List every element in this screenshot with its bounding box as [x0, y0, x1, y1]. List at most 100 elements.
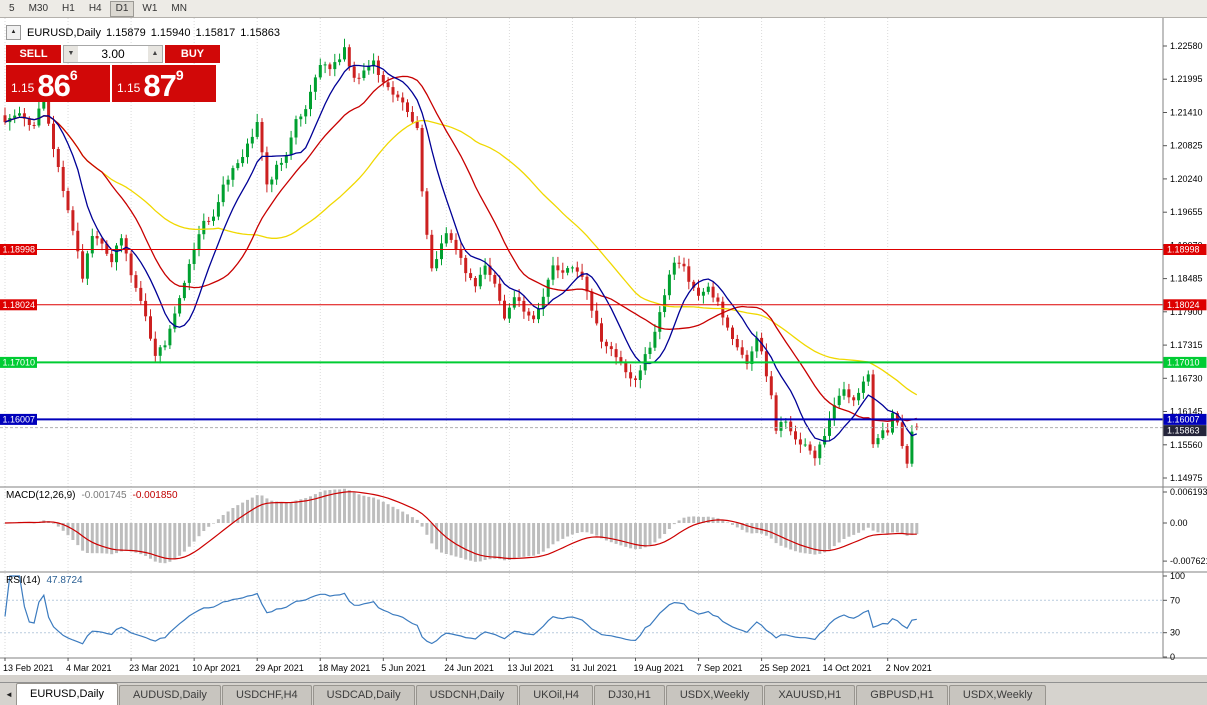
svg-text:1.19655: 1.19655: [1170, 207, 1203, 217]
timeframe-button-mn[interactable]: MN: [171, 2, 187, 14]
timeframe-button-w1[interactable]: W1: [142, 2, 158, 14]
svg-text:29 Apr 2021: 29 Apr 2021: [255, 663, 304, 673]
svg-text:1.16007: 1.16007: [3, 414, 36, 424]
macd-indicator-label: MACD(12,26,9) -0.001745 -0.001850: [6, 490, 178, 501]
rsi-indicator-label: RSI(14) 47.8724: [6, 575, 83, 586]
svg-text:13 Feb 2021: 13 Feb 2021: [3, 663, 54, 673]
svg-text:1.18998: 1.18998: [1167, 245, 1200, 255]
svg-text:24 Jun 2021: 24 Jun 2021: [444, 663, 494, 673]
chart-area: 1.22580 1.21995 1.21410 1.20825 1.20240 1.196…: [0, 18, 1207, 675]
svg-text:0.00: 0.00: [1170, 518, 1188, 528]
svg-text:14 Oct 2021: 14 Oct 2021: [823, 663, 872, 673]
chart-symbol-label: EURUSD,Daily: [27, 26, 101, 39]
macd-signal-value: -0.001850: [132, 490, 178, 501]
chart-tab-audusd-daily[interactable]: AUDUSD,Daily: [118, 685, 221, 705]
hline-price-labels: 1.18998 1.18998 1.18024 1.18024 1.17010 1.170…: [0, 244, 1207, 425]
svg-text:1.21995: 1.21995: [1170, 74, 1203, 84]
chart-header: ▲ EURUSD,Daily 1.15879 1.15940 1.15817 1…: [6, 25, 285, 40]
svg-text:1.17315: 1.17315: [1170, 340, 1203, 350]
horizontal-level-lines[interactable]: [0, 249, 1163, 421]
svg-text:1.18998: 1.18998: [3, 245, 36, 255]
candlesticks: [3, 38, 919, 469]
ohlc-open: 1.15879: [105, 26, 146, 39]
svg-text:2 Nov 2021: 2 Nov 2021: [886, 663, 932, 673]
collapse-chart-button[interactable]: ▲: [6, 25, 21, 40]
buy-price-big: 87: [143, 68, 176, 103]
macd-histogram: [3, 488, 919, 564]
svg-text:4 Mar 2021: 4 Mar 2021: [66, 663, 112, 673]
volume-stepper[interactable]: ▼ 3.00 ▲: [63, 45, 163, 63]
macd-title: MACD(12,26,9): [6, 490, 76, 501]
ohlc-close: 1.15863: [240, 26, 281, 39]
svg-text:70: 70: [1170, 595, 1180, 605]
chart-tab-xauusd-h1[interactable]: XAUUSD,H1: [764, 685, 856, 705]
macd-signal-line: [4, 491, 917, 560]
svg-text:18 May 2021: 18 May 2021: [318, 663, 370, 673]
svg-text:25 Sep 2021: 25 Sep 2021: [760, 663, 811, 673]
chart-tab-usdcad-daily[interactable]: USDCAD,Daily: [312, 685, 415, 705]
timeframe-button-h1[interactable]: H1: [62, 2, 75, 14]
buy-button[interactable]: BUY: [165, 45, 220, 63]
chart-tab-dj30-h1[interactable]: DJ30,H1: [594, 685, 665, 705]
timeframe-button-5[interactable]: 5: [9, 2, 15, 14]
chart-tab-usdx-weekly[interactable]: USDX,Weekly: [665, 685, 764, 705]
svg-text:23 Mar 2021: 23 Mar 2021: [129, 663, 180, 673]
svg-text:7 Sep 2021: 7 Sep 2021: [697, 663, 743, 673]
macd-main-value: -0.001745: [81, 490, 127, 501]
svg-text:19 Aug 2021: 19 Aug 2021: [634, 663, 685, 673]
svg-text:13 Jul 2021: 13 Jul 2021: [507, 663, 554, 673]
sell-button[interactable]: SELL: [6, 45, 61, 63]
chart-tab-usdx-weekly[interactable]: USDX,Weekly: [948, 685, 1047, 705]
svg-text:100: 100: [1170, 571, 1185, 581]
volume-value[interactable]: 3.00: [101, 47, 125, 61]
sell-price-pip: 6: [69, 67, 78, 83]
svg-text:1.17010: 1.17010: [1167, 357, 1200, 367]
volume-decrease-icon[interactable]: ▼: [64, 46, 78, 62]
ohlc-high: 1.15940: [150, 26, 191, 39]
chart-tab-gbpusd-h1[interactable]: GBPUSD,H1: [856, 685, 948, 705]
svg-text:1.17900: 1.17900: [1170, 307, 1203, 317]
svg-text:0.006193: 0.006193: [1170, 487, 1207, 497]
chart-tab-eurusd-daily[interactable]: EURUSD,Daily: [16, 683, 118, 705]
timeframe-button-m30[interactable]: M30: [28, 2, 49, 14]
svg-text:1.15560: 1.15560: [1170, 440, 1203, 450]
tabs-scroll-left-icon[interactable]: ◄: [5, 690, 13, 699]
date-axis: 13 Feb 2021 4 Mar 2021 23 Mar 2021 10 Apr 2…: [3, 658, 932, 673]
svg-text:1.16730: 1.16730: [1170, 373, 1203, 383]
svg-text:1.15863: 1.15863: [1167, 426, 1200, 436]
chart-tab-usdchf-h4[interactable]: USDCHF,H4: [221, 685, 312, 705]
svg-text:1.22580: 1.22580: [1170, 41, 1203, 51]
ohlc-low: 1.15817: [195, 26, 236, 39]
volume-increase-icon[interactable]: ▲: [148, 46, 162, 62]
rsi-title: RSI(14): [6, 575, 41, 586]
sell-price-prefix: 1.15: [11, 81, 35, 95]
svg-text:1.18024: 1.18024: [3, 300, 36, 310]
sell-price-big: 86: [37, 68, 70, 103]
svg-text:5 Jun 2021: 5 Jun 2021: [381, 663, 426, 673]
timeframe-button-d1[interactable]: D1: [109, 0, 135, 17]
svg-text:-0.007621: -0.007621: [1170, 556, 1207, 566]
svg-text:1.18024: 1.18024: [1167, 300, 1200, 310]
buy-price-pip: 9: [175, 67, 184, 83]
ma-line-45: [4, 115, 918, 396]
chart-canvas[interactable]: 1.22580 1.21995 1.21410 1.20825 1.20240 1.196…: [0, 18, 1207, 675]
svg-text:1.21410: 1.21410: [1170, 108, 1203, 118]
macd-axis: 0.006193 0.00 -0.007621: [1163, 487, 1207, 566]
sell-price-display[interactable]: 1.15 86 6: [6, 65, 110, 102]
bid-price-label: 1.15863: [1163, 425, 1207, 437]
svg-text:1.16007: 1.16007: [1167, 414, 1200, 424]
one-click-trade-panel: SELL ▼ 3.00 ▲ BUY 1.15 86 6 1.15 87 9: [6, 45, 220, 102]
svg-text:1.18485: 1.18485: [1170, 274, 1203, 284]
svg-text:1.17010: 1.17010: [3, 357, 36, 367]
chart-tab-usdcnh-daily[interactable]: USDCNH,Daily: [415, 685, 519, 705]
buy-price-display[interactable]: 1.15 87 9: [112, 65, 216, 102]
ma-line-9: [4, 64, 918, 442]
chart-tabs: ◄ EURUSD,Daily AUDUSD,Daily USDCHF,H4 USDCAD…: [0, 682, 1207, 705]
chart-tab-ukoil-h4[interactable]: UKOil,H4: [519, 685, 594, 705]
svg-text:1.20240: 1.20240: [1170, 174, 1203, 184]
svg-text:30: 30: [1170, 628, 1180, 638]
svg-text:0: 0: [1170, 652, 1175, 662]
rsi-axis: 100 70 30 0: [1163, 571, 1185, 662]
timeframe-button-h4[interactable]: H4: [88, 2, 102, 14]
